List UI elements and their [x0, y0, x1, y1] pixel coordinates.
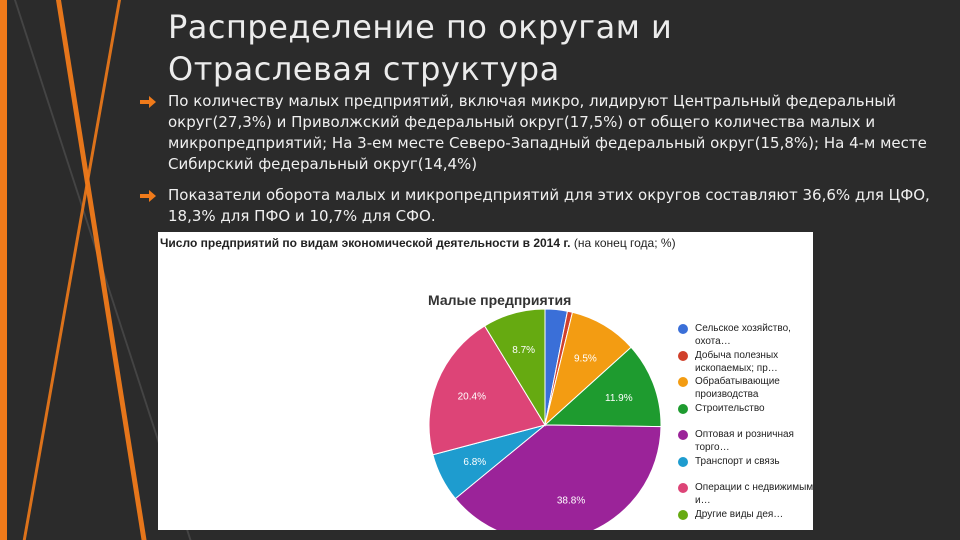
arrow-right-icon	[140, 190, 156, 202]
legend-label: Сельское хозяйство, охота…	[695, 323, 791, 347]
accent-bar-left	[0, 0, 7, 540]
chart-legend: Сельское хозяйство, охота… Добыча полезны…	[678, 322, 818, 534]
chart-header-suffix: (на конец года; %)	[570, 236, 676, 250]
chart-title: Малые предприятия	[428, 292, 572, 308]
legend-label: Обрабатывающие производства	[695, 376, 780, 400]
legend-label: Операции с недвижимым и…	[695, 482, 814, 506]
pie-slice-label: 38.8%	[557, 495, 585, 506]
legend-label: Добыча полезных ископаемых; пр…	[695, 349, 779, 374]
pie-slice-label: 6.8%	[463, 457, 486, 468]
legend-swatch	[678, 430, 688, 440]
bullet-item: По количеству малых предприятий, включая…	[140, 91, 940, 175]
slide-title-line2: Отраслевая структура	[168, 50, 560, 88]
legend-swatch	[678, 456, 688, 467]
slide-title: Распределение по округам и Отраслевая ст…	[168, 6, 928, 90]
pie-slice-label: 20.4%	[458, 392, 486, 403]
legend-item: Добыча полезных ископаемых; пр…	[678, 349, 818, 376]
legend-item: Обрабатывающие производства	[678, 375, 818, 402]
legend-swatch	[678, 377, 688, 387]
pie-slice-label: 11.9%	[605, 393, 633, 404]
legend-item: Другие виды дея…	[678, 508, 818, 535]
legend-swatch	[678, 324, 688, 334]
slide-title-line1: Распределение по округам и	[168, 8, 673, 46]
pie-slice	[483, 308, 546, 427]
legend-swatch	[678, 483, 688, 493]
legend-swatch	[678, 509, 688, 520]
pie-slice	[543, 346, 662, 428]
chart-image: Число предприятий по видам экономической…	[158, 232, 813, 530]
bullet-text: Показатели оборота малых и микропредприя…	[168, 186, 930, 225]
legend-label: Другие виды дея…	[695, 508, 784, 520]
legend-label: Оптовая и розничная торго…	[695, 429, 794, 453]
chart-header-bold: Число предприятий по видам экономической…	[160, 236, 571, 250]
pie-slice-label: 9.5%	[574, 353, 597, 364]
legend-swatch	[678, 403, 688, 414]
arrow-right-icon	[140, 96, 156, 108]
legend-label: Строительство	[695, 402, 765, 414]
legend-item: Оптовая и розничная торго…	[678, 428, 818, 455]
pie-slice	[454, 424, 662, 530]
legend-item: Строительство	[678, 402, 818, 429]
chart-header: Число предприятий по видам экономической…	[160, 236, 676, 250]
pie-chart: 9.5% 11.9% 38.8% 6.8% 20.4% 8.7%	[428, 308, 662, 530]
bullet-text: По количеству малых предприятий, включая…	[168, 92, 927, 173]
legend-item: Сельское хозяйство, охота…	[678, 322, 818, 349]
legend-item: Операции с недвижимым и…	[678, 481, 818, 508]
legend-item: Транспорт и связь	[678, 455, 818, 482]
legend-swatch	[678, 350, 688, 361]
legend-label: Транспорт и связь	[695, 455, 780, 467]
pie-slice-label: 8.7%	[512, 345, 535, 356]
bullet-list: По количеству малых предприятий, включая…	[140, 91, 940, 237]
bullet-item: Показатели оборота малых и микропредприя…	[140, 185, 940, 227]
pie-slice	[428, 325, 546, 456]
